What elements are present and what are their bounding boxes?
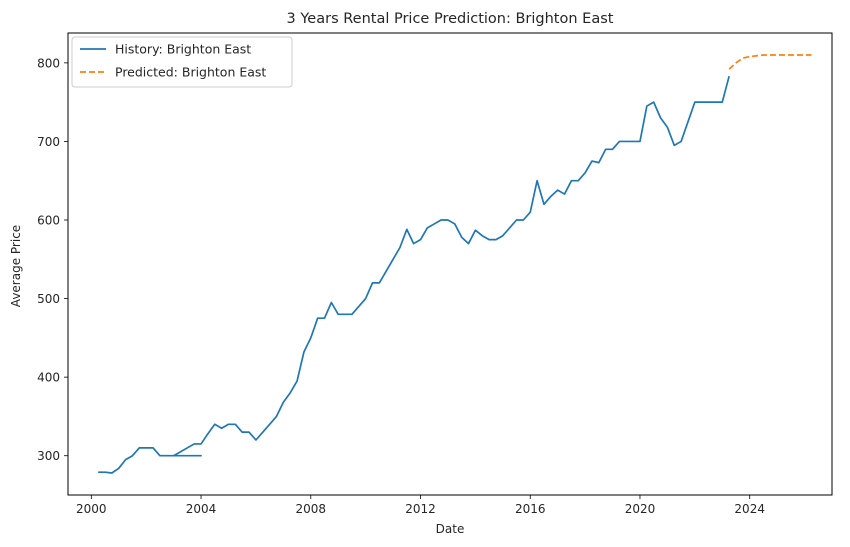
legend-label-history: History: Brighton East: [115, 42, 251, 57]
series-layer: [98, 54, 812, 474]
series-line-history: [98, 75, 730, 474]
x-tick-label: 2020: [625, 502, 656, 516]
x-axis: 2000 2004 2008 2012 2016 2020 2024: [76, 495, 765, 516]
legend-label-predicted: Predicted: Brighton East: [115, 65, 266, 80]
x-tick-label: 2016: [515, 502, 546, 516]
y-tick-label: 700: [37, 135, 60, 149]
x-tick-label: 2024: [734, 502, 765, 516]
y-axis: 300 400 500 600 700 800: [37, 56, 68, 463]
y-tick-label: 400: [37, 371, 60, 385]
y-tick-label: 300: [37, 449, 60, 463]
y-tick-label: 500: [37, 292, 60, 306]
chart-title: 3 Years Rental Price Prediction: Brighto…: [287, 11, 614, 27]
plot-frame: [67, 32, 833, 496]
series-line-predicted: [728, 54, 812, 70]
y-tick-label: 600: [37, 214, 60, 228]
x-axis-label: Date: [436, 522, 465, 536]
y-tick-label: 800: [37, 56, 60, 70]
x-tick-label: 2008: [296, 502, 327, 516]
legend-box: [71, 36, 293, 88]
y-axis-label: Average Price: [9, 225, 23, 307]
x-tick-label: 2000: [76, 502, 107, 516]
x-tick-label: 2004: [186, 502, 217, 516]
x-tick-label: 2012: [405, 502, 436, 516]
legend: History: Brighton East Predicted: Bright…: [71, 36, 293, 88]
